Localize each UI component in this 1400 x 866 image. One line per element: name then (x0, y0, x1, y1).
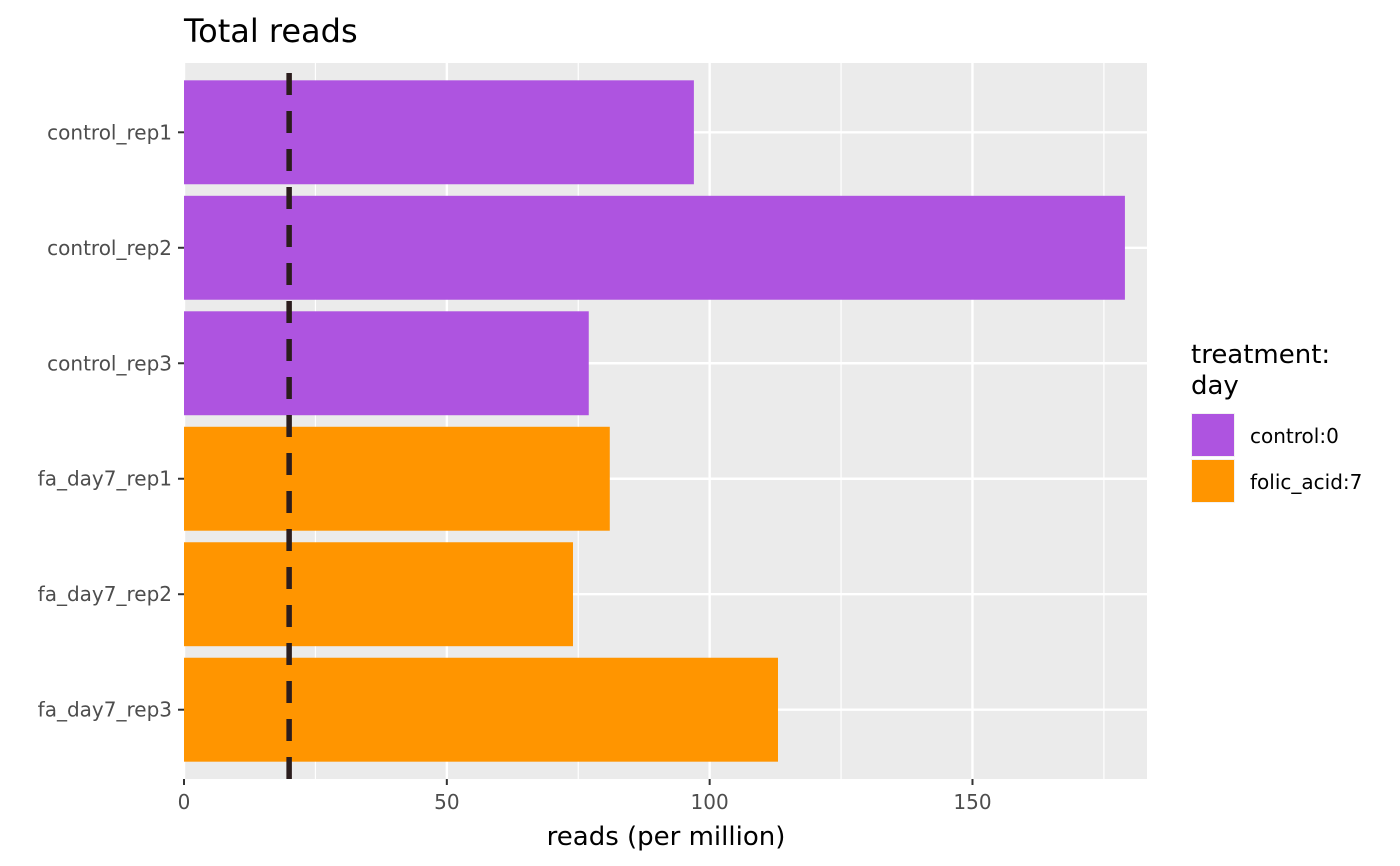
chart-title: Total reads (183, 12, 358, 50)
x-axis-title: reads (per million) (547, 822, 786, 852)
legend-title-line: treatment: (1191, 340, 1330, 370)
legend-label: control:0 (1250, 424, 1339, 448)
x-tick-label: 50 (434, 790, 459, 814)
y-tick-label: control_rep1 (47, 120, 172, 144)
bar-control-rep1 (184, 80, 694, 185)
x-tick-label: 0 (178, 790, 191, 814)
x-axis: 0 50 100 150 (178, 779, 992, 814)
y-tick-label: control_rep3 (47, 351, 172, 375)
legend-swatch (1192, 414, 1234, 456)
legend: treatment:day control:0 folic_acid:7 (1191, 340, 1362, 503)
bar-control-rep3 (184, 311, 589, 416)
bar-fa-day7-rep1 (184, 426, 610, 531)
x-tick-label: 100 (691, 790, 729, 814)
legend-title-line: day (1191, 371, 1239, 401)
y-tick-label: fa_day7_rep3 (38, 698, 172, 722)
bar-fa-day7-rep3 (184, 657, 778, 762)
bar-fa-day7-rep2 (184, 542, 573, 647)
y-tick-label: fa_day7_rep2 (38, 582, 172, 606)
y-tick-label: control_rep2 (47, 236, 172, 260)
bars (184, 80, 1125, 762)
x-tick-label: 150 (953, 790, 991, 814)
legend-swatch (1192, 460, 1234, 502)
y-axis: control_rep1 control_rep2 control_rep3 fa_d… (38, 120, 184, 722)
y-tick-label: fa_day7_rep1 (38, 467, 172, 491)
bar-control-rep2 (184, 195, 1125, 300)
legend-label: folic_acid:7 (1250, 470, 1362, 494)
